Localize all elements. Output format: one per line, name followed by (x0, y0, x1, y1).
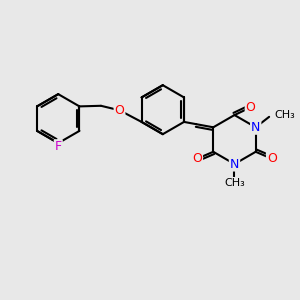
Text: O: O (192, 152, 202, 165)
Text: O: O (246, 101, 256, 114)
Text: O: O (115, 104, 124, 117)
Text: N: N (251, 121, 260, 134)
Text: F: F (55, 140, 62, 153)
Text: N: N (230, 158, 239, 170)
Text: CH₃: CH₃ (274, 110, 295, 120)
Text: O: O (267, 152, 277, 165)
Text: CH₃: CH₃ (224, 178, 245, 188)
